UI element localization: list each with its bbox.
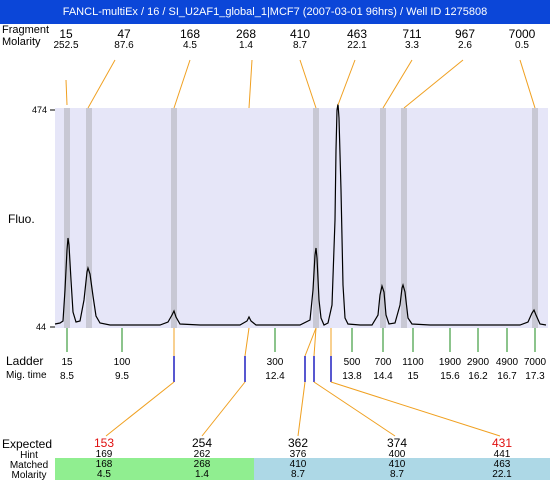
fluorescence-trace [54, 103, 547, 326]
expected-value: 431 [491, 436, 513, 450]
matched-blue-band [254, 458, 550, 480]
ladder-ticks [66, 328, 536, 352]
ladder-time: 16.7 [497, 371, 517, 382]
marker-band [380, 108, 386, 328]
marker-bands [64, 108, 538, 328]
peak-size: 47 [117, 27, 131, 41]
peak-molarity: 4.5 [183, 40, 197, 51]
peak-size: 168 [179, 27, 201, 41]
hint-value: 441 [493, 449, 511, 460]
ladder-size: 4900 [495, 357, 519, 368]
hint-value: 400 [388, 449, 406, 460]
marker-band [64, 108, 70, 328]
expected-value: 254 [191, 436, 213, 450]
matched-value: 268 [193, 459, 211, 470]
window-title-bar: FANCL-multiEx / 16 / SI_U2AF1_global_1|M… [0, 0, 550, 24]
ladder-size: 700 [374, 357, 392, 368]
peak-size: 268 [235, 27, 257, 41]
peak-molarity: 22.1 [347, 40, 367, 51]
peak-molarity: 0.5 [515, 40, 529, 51]
expected-value: 153 [93, 436, 115, 450]
ladder-size: 100 [113, 357, 131, 368]
matched-value: 410 [289, 459, 307, 470]
matched-molarity-value: 4.5 [97, 469, 111, 480]
hint-header: Hint [20, 450, 38, 461]
matched-green-band [55, 458, 254, 480]
matched-header: Matched [9, 460, 49, 471]
peak-size: 711 [402, 27, 422, 41]
ladder-size: 15 [61, 357, 73, 368]
hint-value: 169 [95, 449, 113, 460]
ladder-time: 8.5 [60, 371, 74, 382]
matched-molarity-value: 8.7 [390, 469, 404, 480]
ladder-time: 13.8 [342, 371, 362, 382]
ladder-time: 15.6 [440, 371, 460, 382]
ladder-header: Ladder [6, 354, 44, 368]
top-connectors [65, 59, 536, 109]
plot-to-marker-connectors [173, 327, 317, 357]
plot-area [55, 108, 548, 328]
peak-molarity: 3.3 [405, 40, 419, 51]
peak-size: 15 [59, 27, 73, 41]
window-title: FANCL-multiEx / 16 / SI_U2AF1_global_1|M… [62, 6, 488, 18]
migtime-header: Mig. time [6, 370, 47, 381]
peak-size: 463 [346, 27, 368, 41]
fragment-header: Fragment [2, 24, 50, 36]
hint-value: 376 [289, 449, 307, 460]
expected-markers [173, 356, 332, 382]
ladder-size: 7000 [523, 357, 547, 368]
ladder-size: 1900 [438, 357, 462, 368]
expected-value: 362 [287, 436, 309, 450]
ladder-size: 500 [343, 357, 361, 368]
hint-value: 262 [193, 449, 211, 460]
marker-band [313, 108, 319, 328]
ladder-size: 2900 [466, 357, 490, 368]
y-axis-top-label: 474 [32, 105, 48, 115]
peak-molarity: 1.4 [239, 40, 253, 51]
marker-band [86, 108, 92, 328]
ladder-time: 17.3 [525, 371, 545, 382]
bottom-connectors [105, 328, 501, 437]
marker-band [171, 108, 177, 328]
matched-value: 168 [95, 459, 113, 470]
matched-molarity-value: 1.4 [195, 469, 209, 480]
peak-molarity: 252.5 [53, 40, 79, 51]
matched-molarity-value: 8.7 [291, 469, 305, 480]
ladder-size: 1100 [402, 357, 424, 368]
matched-value: 463 [493, 459, 511, 470]
expected-value: 374 [386, 436, 408, 450]
peak-size: 410 [289, 27, 311, 41]
expected-header: Expected [2, 437, 53, 451]
peak-molarity: 8.7 [293, 40, 307, 51]
ladder-time: 12.4 [265, 371, 285, 382]
marker-band [532, 108, 538, 328]
peak-molarity: 2.6 [458, 40, 472, 51]
ladder-size: 300 [266, 357, 284, 368]
peak-molarity: 87.6 [114, 40, 134, 51]
ladder-time: 9.5 [115, 371, 129, 382]
matched-molarity-value: 22.1 [492, 469, 512, 480]
ladder-time: 15 [407, 371, 419, 382]
peak-size: 967 [454, 27, 476, 41]
matched-value: 410 [388, 459, 406, 470]
molarity-header: Molarity [2, 36, 41, 48]
y-axis-title: Fluo. [8, 212, 35, 226]
y-axis-bottom-label: 44 [36, 322, 47, 332]
marker-band [401, 108, 407, 328]
ladder-time: 14.4 [373, 371, 393, 382]
peak-size: 7000 [508, 27, 536, 41]
bottom-molarity-header: Molarity [11, 470, 47, 481]
ladder-time: 16.2 [468, 371, 488, 382]
